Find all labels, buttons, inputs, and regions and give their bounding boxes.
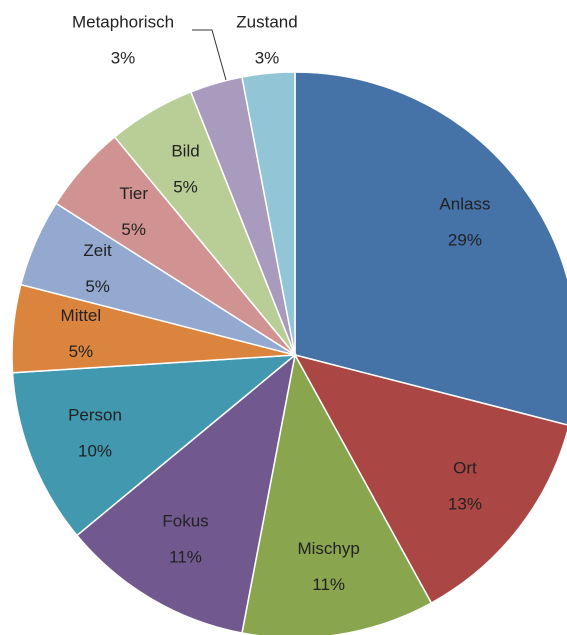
slice-value-label: 5% bbox=[121, 220, 146, 239]
slice-value-label: 11% bbox=[169, 548, 202, 567]
slice-value-label: 13% bbox=[448, 494, 482, 513]
slice-value-label: 5% bbox=[69, 342, 94, 361]
slice-value-label: 10% bbox=[78, 442, 112, 461]
slice-label: Tier bbox=[119, 184, 148, 203]
slice-value-label: 5% bbox=[173, 177, 198, 196]
pie-slice bbox=[293, 353, 567, 605]
pie-slice bbox=[241, 71, 296, 356]
slice-value-label: 11% bbox=[312, 575, 345, 594]
slice-label: Zeit bbox=[83, 241, 112, 260]
slice-label: Zustand bbox=[236, 12, 297, 31]
slice-label: Bild bbox=[171, 141, 199, 160]
slice-label: Ort bbox=[453, 458, 477, 477]
leader-line bbox=[192, 29, 227, 81]
slice-value-label: 29% bbox=[448, 231, 482, 250]
pie-slice bbox=[11, 354, 298, 537]
slice-label: Metaphorisch bbox=[72, 12, 174, 31]
slice-value-label: 5% bbox=[85, 277, 110, 296]
slice-label: Mischyp bbox=[297, 539, 359, 558]
slice-label: Anlass bbox=[439, 195, 490, 214]
slice-label: Person bbox=[68, 406, 122, 425]
slice-label: Fokus bbox=[162, 512, 208, 531]
pie-slice bbox=[294, 71, 567, 426]
pie-slice bbox=[75, 353, 297, 634]
slice-label: Mittel bbox=[61, 306, 102, 325]
slice-value-label: 3% bbox=[255, 48, 280, 67]
slice-value-label: 3% bbox=[111, 48, 136, 67]
